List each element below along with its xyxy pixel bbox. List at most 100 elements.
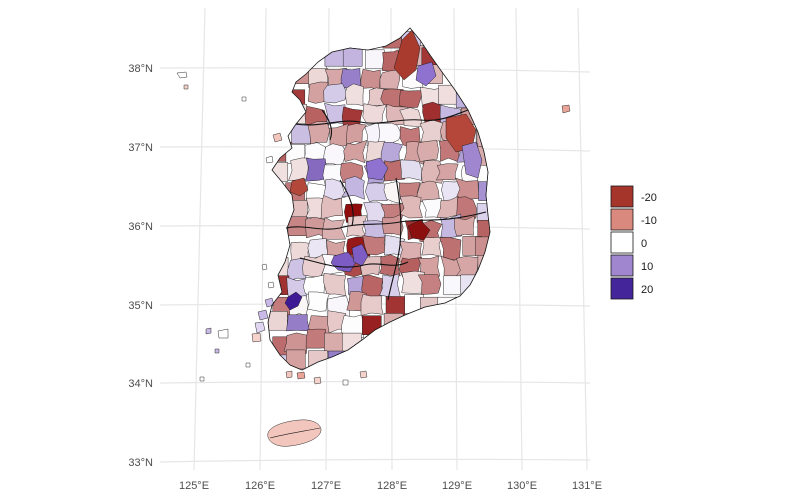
meridian-line: [193, 7, 206, 471]
lat-tick-label: 34°N: [128, 378, 153, 390]
district-region: [342, 47, 363, 67]
district-region: [399, 90, 423, 108]
district-region: [399, 195, 423, 219]
district-region: [341, 314, 364, 338]
island-region: [241, 96, 247, 102]
lon-tick-label: 131°E: [572, 480, 602, 492]
district-region: [284, 291, 303, 311]
district-region: [287, 216, 308, 236]
district-region: [365, 49, 385, 70]
island-region: [199, 376, 205, 382]
district-region: [379, 273, 401, 298]
district-region: [291, 124, 311, 144]
legend-label: -10: [641, 215, 657, 227]
island-region: [285, 370, 293, 379]
district-region: [365, 182, 388, 203]
island-region: [342, 379, 349, 386]
district-region: [344, 83, 364, 106]
district-region: [399, 159, 423, 181]
district-region: [420, 296, 440, 310]
district-region: [305, 328, 327, 349]
district-region: [268, 311, 288, 331]
district-region: [323, 272, 347, 296]
island-region: [296, 371, 306, 380]
district-region: [435, 163, 459, 181]
island-region: [313, 376, 322, 385]
lat-tick-label: 36°N: [128, 221, 153, 233]
district-region: [324, 332, 344, 353]
lat-tick-label: 35°N: [128, 300, 153, 312]
district-region: [421, 236, 443, 257]
province-border: [295, 109, 469, 126]
district-region: [359, 255, 383, 277]
island-region: [251, 332, 262, 343]
legend-key: [610, 254, 634, 277]
island-region: [561, 104, 571, 114]
province-border: [285, 211, 487, 230]
district-region: [302, 254, 326, 278]
district-region: [322, 178, 346, 201]
district-region: [343, 140, 368, 163]
district-region: [320, 195, 343, 220]
island-region: [265, 155, 274, 164]
district-region: [379, 69, 401, 90]
island-region: [254, 321, 266, 334]
lon-tick-label: 128°E: [377, 480, 407, 492]
district-region: [362, 315, 382, 335]
mainland-outline: [267, 27, 491, 371]
legend-label: 0: [641, 238, 647, 250]
parallel-line: [159, 380, 591, 384]
district-region: [401, 270, 425, 294]
lat-tick-label: 38°N: [128, 63, 153, 75]
district-region: [323, 83, 348, 104]
island-region: [176, 71, 188, 79]
island-region: [267, 281, 275, 289]
district-region: [460, 274, 476, 295]
jeju-island-region: [267, 419, 322, 447]
lon-tick-label: 126°E: [245, 480, 275, 492]
district-region: [365, 157, 389, 181]
region-layer: [176, 27, 571, 447]
district-region: [307, 121, 330, 146]
district-region: [407, 219, 431, 241]
district-region: [415, 61, 437, 87]
district-region: [286, 314, 310, 332]
district-region: [443, 275, 463, 296]
district-region: [271, 162, 289, 182]
legend-key: [610, 231, 634, 254]
district-region: [417, 274, 442, 295]
island-region: [214, 348, 220, 354]
legend-key: [610, 208, 634, 231]
legend: -20 -10 0 10 20: [610, 185, 657, 300]
district-region: [454, 215, 475, 237]
district-region: [351, 243, 369, 267]
district-region: [456, 196, 477, 221]
district-region: [289, 177, 309, 197]
district-region: [416, 140, 439, 162]
parallel-line: [159, 458, 591, 463]
province-border: [299, 257, 409, 268]
lat-tick-label: 37°N: [128, 142, 153, 154]
island-region: [217, 328, 229, 339]
meridian-line: [515, 7, 523, 471]
district-region: [341, 176, 365, 200]
island-region: [245, 362, 251, 368]
lat-tick-label: 33°N: [128, 457, 153, 469]
island-region: [272, 132, 283, 143]
district-region: [362, 103, 387, 125]
legend-label: 20: [641, 284, 653, 296]
lon-tick-label: 129°E: [442, 480, 472, 492]
jeju-district-border: [269, 427, 321, 439]
province-border: [339, 179, 354, 227]
island-region: [257, 309, 269, 321]
district-region: [286, 349, 306, 370]
island-region: [183, 84, 189, 90]
district-region: [307, 291, 330, 312]
lon-tick-label: 130°E: [507, 480, 537, 492]
legend-key: [610, 277, 634, 300]
axis-tick-labels: 125°E 126°E 127°E 128°E 129°E 130°E 131°E 38°N 3…: [128, 63, 602, 492]
legend-label: -20: [641, 192, 657, 204]
district-region: [419, 119, 444, 144]
lon-tick-label: 127°E: [311, 480, 341, 492]
